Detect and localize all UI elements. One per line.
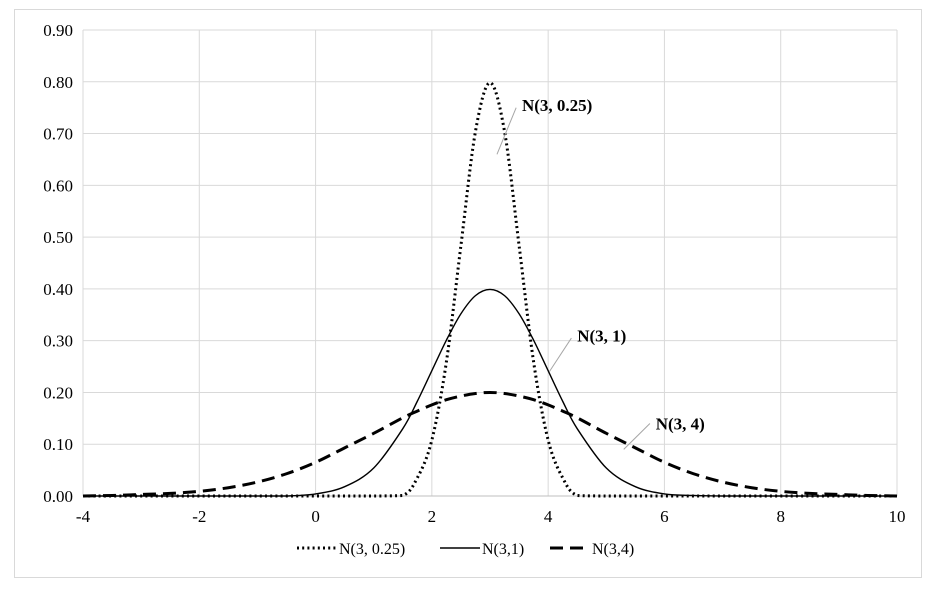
annotation-leader-line: [496, 107, 517, 155]
annotation-label: N(3, 0.25): [522, 96, 592, 115]
y-tick-label: 0.90: [43, 21, 73, 40]
chart-frame: -4 -2 0 2 4 6 8 10 0.00 0.10 0.20 0.30 0.40 0.50 0.60…: [14, 9, 922, 578]
x-tick-label: -2: [192, 507, 206, 526]
x-tick-label: 10: [889, 507, 906, 526]
series-line-2: [82, 390, 898, 498]
annotation-label: N(3, 1): [577, 326, 626, 345]
x-axis: -4 -2 0 2 4 6 8 10: [76, 495, 906, 526]
y-tick-label: 0.30: [43, 332, 73, 351]
y-tick-label: 0.40: [43, 280, 73, 299]
legend-label: N(3,1): [482, 541, 524, 558]
y-tick-label: 0.10: [43, 435, 73, 454]
annotation-leader-line: [548, 337, 572, 373]
y-tick-label: 0.70: [43, 125, 73, 144]
x-tick-label: 4: [544, 507, 553, 526]
x-tick-label: 0: [311, 507, 320, 526]
y-tick-label: 0.80: [43, 73, 73, 92]
series-lines: [82, 81, 898, 498]
gridlines: [82, 29, 898, 497]
legend-label: N(3, 0.25): [339, 541, 405, 558]
x-tick-label: 8: [776, 507, 785, 526]
y-tick-label: 0.60: [43, 176, 73, 195]
series-line-1: [83, 288, 897, 497]
legend-label: N(3,4): [592, 541, 634, 558]
legend: N(3, 0.25) N(3,1) N(3,4): [297, 541, 634, 558]
y-tick-label: 0.50: [43, 228, 73, 247]
annotation-label: N(3, 4): [656, 415, 705, 434]
series-annotations: N(3, 0.25) N(3, 1) N(3, 4): [496, 96, 705, 450]
annotation-leader-line: [623, 423, 651, 450]
x-tick-label: 6: [660, 507, 669, 526]
y-tick-label: 0.00: [43, 487, 73, 506]
line-chart: -4 -2 0 2 4 6 8 10 0.00 0.10 0.20 0.30 0.40 0.50 0.60…: [43, 21, 906, 558]
y-tick-label: 0.20: [43, 383, 73, 402]
x-tick-label: -4: [76, 507, 91, 526]
x-tick-label: 2: [428, 507, 437, 526]
y-axis: 0.00 0.10 0.20 0.30 0.40 0.50 0.60 0.70 0.80 0.90: [43, 21, 73, 506]
